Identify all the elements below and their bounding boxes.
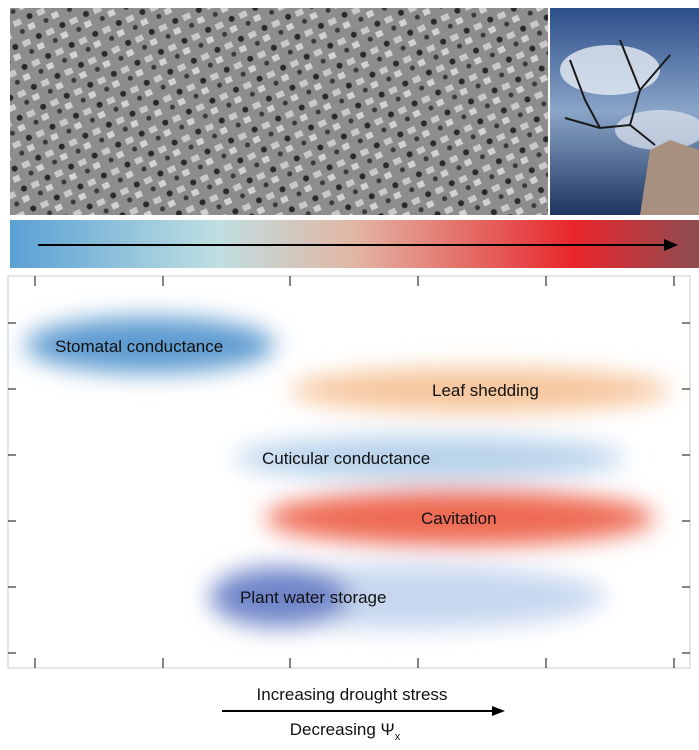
cavitation-band [265, 490, 655, 546]
process-label: Plant water storage [240, 588, 386, 607]
cuticular-band [235, 436, 625, 480]
storage-core [210, 567, 350, 627]
footer-line: Decreasing Ψx [290, 720, 401, 743]
micrograph [10, 8, 548, 215]
ticks [8, 276, 690, 668]
process-label: Cuticular conductance [262, 449, 430, 468]
process-label: Stomatal conductance [55, 337, 223, 356]
cloud [560, 45, 660, 95]
arrowhead [492, 706, 505, 716]
subscript: x [395, 731, 401, 743]
leaf-band [290, 368, 670, 412]
bands [25, 317, 670, 629]
cloud [615, 110, 699, 150]
arrowhead [664, 239, 678, 251]
stomatal-band [25, 317, 275, 373]
footer-text: Decreasing Ψ [290, 720, 395, 739]
footer-line: Increasing drought stress [257, 685, 448, 704]
process-label: Leaf shedding [432, 381, 539, 400]
process-label: Cavitation [421, 509, 497, 528]
branches [564, 39, 671, 146]
trunk [640, 140, 699, 215]
